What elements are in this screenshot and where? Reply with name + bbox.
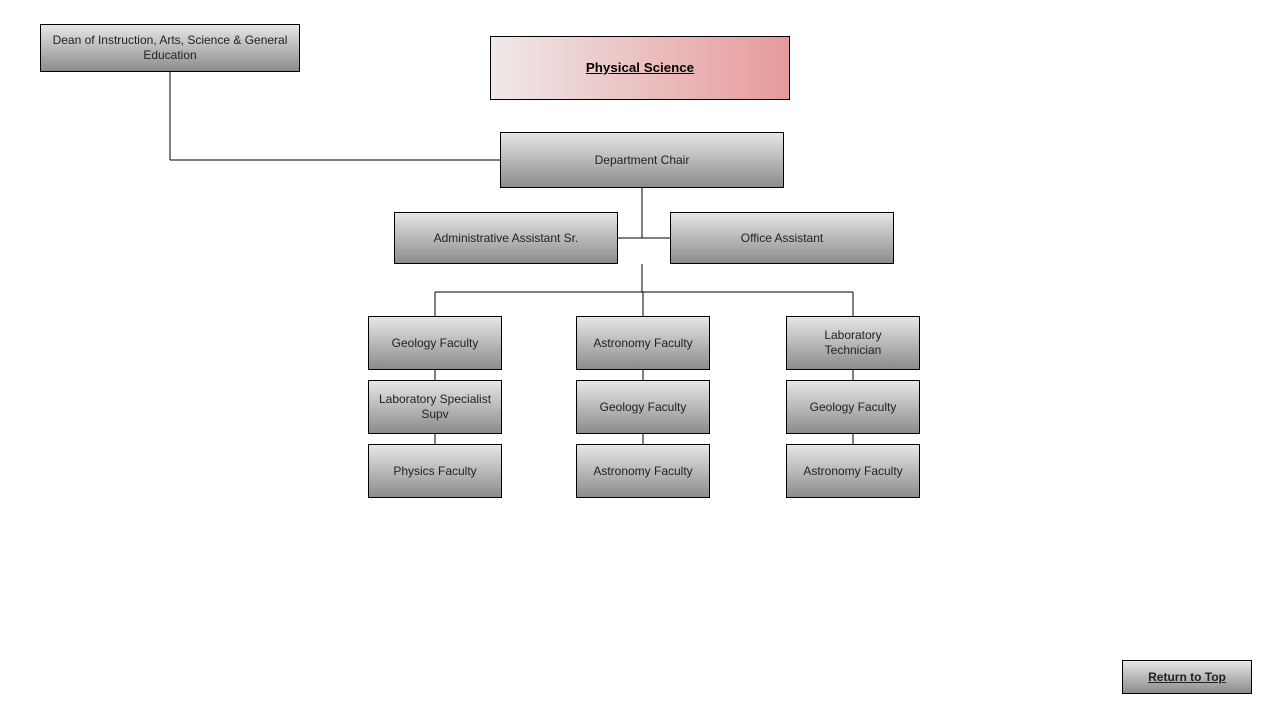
node-col1-row2: Laboratory Specialist Supv [368, 380, 502, 434]
node-label: Geology Faculty [600, 400, 687, 415]
node-label: Administrative Assistant Sr. [434, 231, 579, 246]
node-label: Geology Faculty [392, 336, 479, 351]
node-col3-row3: Astronomy Faculty [786, 444, 920, 498]
node-col3-row2: Geology Faculty [786, 380, 920, 434]
node-title: Physical Science [490, 36, 790, 100]
node-col1-row1: Geology Faculty [368, 316, 502, 370]
node-label: Physical Science [586, 60, 694, 77]
node-label: Laboratory Specialist Supv [377, 392, 493, 422]
node-label: Astronomy Faculty [593, 336, 692, 351]
link-label: Return to Top [1148, 670, 1226, 685]
return-to-top-button[interactable]: Return to Top [1122, 660, 1252, 694]
node-col2-row3: Astronomy Faculty [576, 444, 710, 498]
node-admin-asst: Administrative Assistant Sr. [394, 212, 618, 264]
node-label: Laboratory Technician [795, 328, 911, 358]
node-label: Dean of Instruction, Arts, Science & Gen… [49, 33, 291, 63]
node-label: Astronomy Faculty [803, 464, 902, 479]
node-office-asst: Office Assistant [670, 212, 894, 264]
node-dean: Dean of Instruction, Arts, Science & Gen… [40, 24, 300, 72]
node-col2-row2: Geology Faculty [576, 380, 710, 434]
node-label: Physics Faculty [393, 464, 476, 479]
node-col3-row1: Laboratory Technician [786, 316, 920, 370]
node-col2-row1: Astronomy Faculty [576, 316, 710, 370]
node-label: Office Assistant [741, 231, 823, 246]
node-col1-row3: Physics Faculty [368, 444, 502, 498]
node-chair: Department Chair [500, 132, 784, 188]
node-label: Astronomy Faculty [593, 464, 692, 479]
node-label: Geology Faculty [810, 400, 897, 415]
node-label: Department Chair [595, 153, 690, 168]
